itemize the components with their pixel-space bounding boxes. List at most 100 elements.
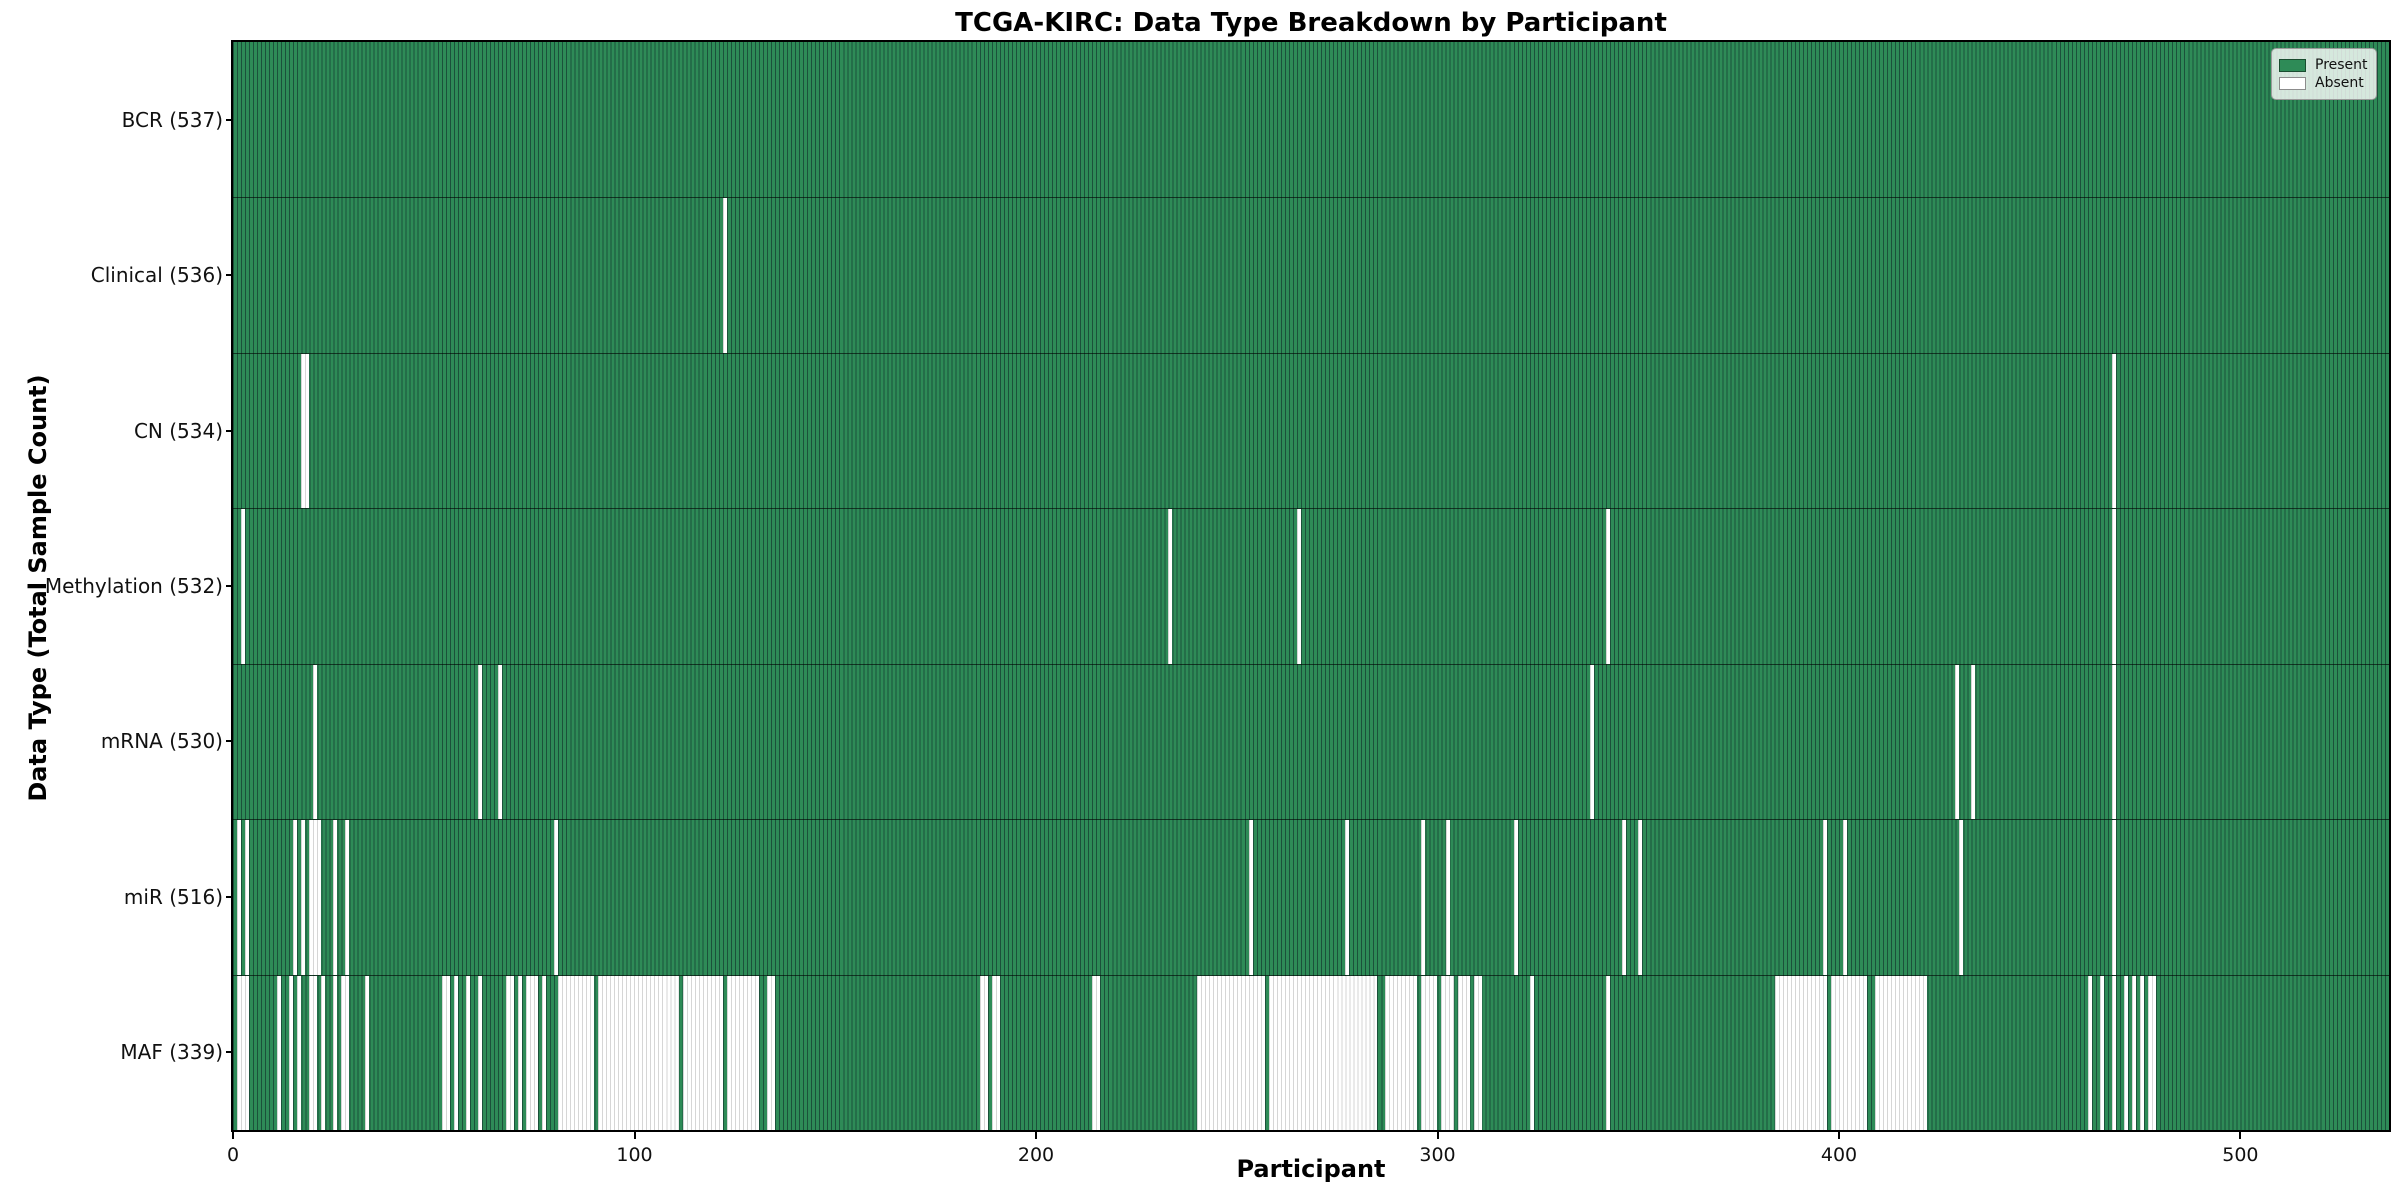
- absent-stripe: [309, 820, 322, 976]
- ytick-label-cn: CN (534): [133, 418, 223, 443]
- absent-stripe: [1638, 820, 1643, 976]
- chart-title: TCGA-KIRC: Data Type Breakdown by Partic…: [955, 8, 1667, 38]
- absent-stripe: [309, 975, 318, 1131]
- absent-stripe: [1092, 975, 1101, 1131]
- absent-stripe: [554, 820, 559, 976]
- legend-entry-present: Present: [2279, 57, 2368, 73]
- absent-stripe: [558, 975, 595, 1131]
- absent-stripe: [598, 975, 679, 1131]
- absent-stripe: [1606, 975, 1611, 1131]
- absent-stripe: [542, 975, 547, 1131]
- legend-entry-absent: Absent: [2279, 75, 2368, 91]
- legend-label-absent: Absent: [2315, 75, 2364, 91]
- ytick-mark: [226, 895, 233, 898]
- xtick-label-200: 200: [1017, 1144, 1055, 1166]
- absent-stripe: [1959, 820, 1964, 976]
- absent-stripe: [682, 975, 723, 1131]
- absent-stripe: [321, 975, 326, 1131]
- row-mir: [233, 819, 2389, 976]
- absent-stripe: [289, 975, 294, 1131]
- absent-stripe: [1590, 664, 1595, 821]
- absent-stripe: [2148, 975, 2157, 1131]
- ytick-label-maf: MAF (339): [120, 1040, 223, 1065]
- ytick-mark: [226, 118, 233, 121]
- absent-stripe: [991, 975, 1000, 1131]
- absent-stripe: [726, 975, 759, 1131]
- absent-stripe: [2111, 820, 2116, 976]
- absent-stripe: [1622, 820, 1627, 976]
- xtick-mark: [232, 1132, 234, 1139]
- absent-stripe: [2111, 353, 2116, 510]
- absent-stripe: [1529, 975, 1534, 1131]
- absent-stripe: [1955, 664, 1960, 821]
- row-mrna: [233, 663, 2389, 821]
- xtick-label-400: 400: [1820, 1144, 1858, 1166]
- absent-stripe: [1268, 975, 1378, 1131]
- absent-stripe: [293, 820, 298, 976]
- absent-stripe: [1345, 820, 1350, 976]
- absent-stripe: [506, 975, 515, 1131]
- absent-stripe: [1296, 509, 1301, 665]
- absent-stripe: [277, 975, 282, 1131]
- absent-stripe: [1875, 975, 1928, 1131]
- absent-stripe: [237, 820, 241, 976]
- absent-stripe: [497, 664, 502, 821]
- absent-stripe: [1513, 820, 1518, 976]
- absent-stripe: [1971, 664, 1976, 821]
- legend-label-present: Present: [2315, 57, 2368, 73]
- ytick-mark: [226, 585, 233, 587]
- legend-swatch-present: [2279, 58, 2306, 72]
- absent-stripe: [1196, 975, 1265, 1131]
- row-methylation: [233, 508, 2389, 665]
- legend: Present Absent: [2271, 48, 2377, 100]
- row-cn: [233, 352, 2389, 510]
- absent-stripe: [1606, 509, 1611, 665]
- ytick-label-methylation: Methylation (532): [44, 574, 223, 598]
- absent-stripe: [1473, 975, 1482, 1131]
- absent-stripe: [341, 975, 350, 1131]
- absent-stripe: [241, 509, 246, 665]
- absent-stripe: [722, 198, 727, 354]
- ytick-mark: [226, 1051, 233, 1054]
- absent-stripe: [2140, 975, 2145, 1131]
- absent-stripe: [333, 975, 338, 1131]
- absent-stripe: [477, 664, 482, 821]
- absent-stripe: [333, 820, 338, 976]
- row-clinical: [233, 197, 2389, 354]
- absent-stripe: [1248, 820, 1253, 976]
- absent-stripe: [1457, 975, 1470, 1131]
- absent-stripe: [301, 820, 306, 976]
- absent-stripe: [297, 975, 302, 1131]
- absent-stripe: [245, 820, 250, 976]
- absent-stripe: [766, 975, 775, 1131]
- xtick-mark: [1436, 1132, 1439, 1139]
- absent-stripe: [1842, 820, 1847, 976]
- absent-stripe: [1385, 975, 1418, 1131]
- absent-stripe: [2111, 975, 2116, 1131]
- absent-stripe: [2124, 975, 2129, 1131]
- ytick-label-clinical: Clinical (536): [90, 263, 223, 288]
- xtick-label-0: 0: [226, 1144, 240, 1166]
- absent-stripe: [1168, 509, 1173, 665]
- absent-stripe: [237, 975, 250, 1131]
- absent-stripe: [441, 975, 450, 1131]
- absent-stripe: [1830, 975, 1868, 1131]
- ytick-label-bcr: BCR (537): [121, 107, 223, 132]
- absent-stripe: [518, 975, 523, 1131]
- absent-stripe: [453, 975, 458, 1131]
- row-maf: [233, 974, 2389, 1131]
- xtick-mark: [1838, 1132, 1840, 1139]
- absent-stripe: [345, 820, 350, 976]
- absent-stripe: [1822, 820, 1827, 976]
- absent-stripe: [1441, 975, 1454, 1131]
- ytick-mark: [226, 274, 233, 277]
- absent-stripe: [1421, 820, 1426, 976]
- plot-area: Present Absent: [231, 40, 2391, 1132]
- xtick-mark: [2239, 1132, 2242, 1139]
- xtick-mark: [633, 1132, 636, 1139]
- xtick-label-500: 500: [2222, 1144, 2259, 1166]
- absent-stripe: [365, 975, 370, 1131]
- absent-stripe: [2087, 975, 2092, 1131]
- ytick-mark: [226, 429, 233, 432]
- absent-stripe: [2111, 509, 2116, 665]
